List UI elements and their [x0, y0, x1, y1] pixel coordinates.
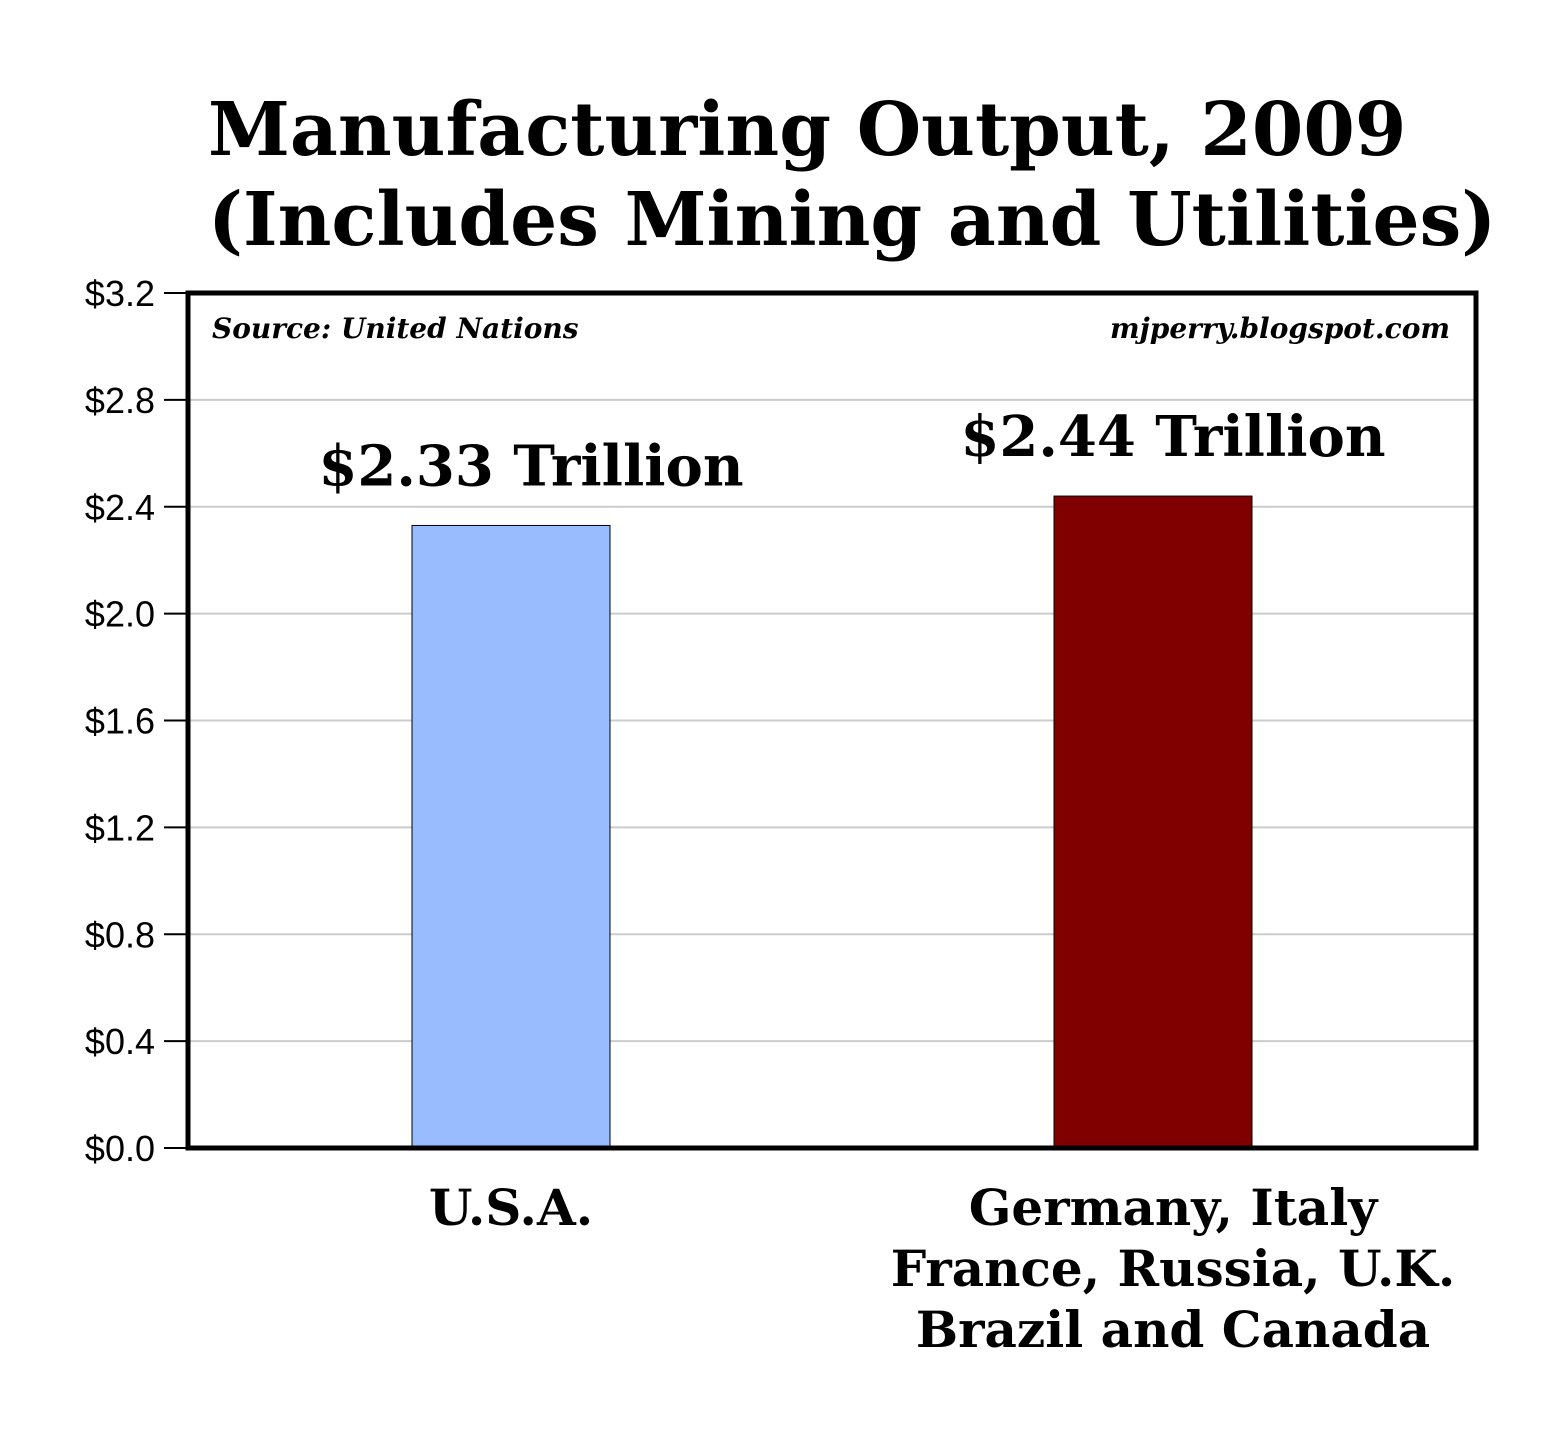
- bar: [411, 524, 611, 1149]
- y-tick-label: $1.6: [85, 701, 155, 742]
- chart-title-line: Manufacturing Output, 2009: [208, 87, 1406, 173]
- watermark: mjperry.blogspot.com: [1110, 312, 1450, 345]
- y-tick-label: $3.2: [85, 273, 155, 314]
- plot-frame: [185, 290, 1479, 1151]
- y-tick-label: $2.0: [85, 594, 155, 635]
- data-label: $2.33 Trillion: [318, 433, 743, 499]
- y-tick-label: $0.4: [85, 1021, 155, 1062]
- x-tick-label: Germany, Italy: [969, 1178, 1379, 1237]
- y-tick-label: $2.8: [85, 380, 155, 421]
- data-label: $2.44 Trillion: [960, 404, 1385, 470]
- x-tick-label: France, Russia, U.K.: [891, 1239, 1455, 1298]
- chart-title-line: (Includes Mining and Utilities): [208, 177, 1496, 263]
- y-tick-label: $1.2: [85, 807, 155, 848]
- x-tick-label: Brazil and Canada: [916, 1300, 1430, 1359]
- y-tick-label: $0.0: [85, 1128, 155, 1169]
- source-note: Source: United Nations: [212, 312, 579, 345]
- x-tick-label: U.S.A.: [429, 1178, 593, 1237]
- y-tick-label: $0.8: [85, 914, 155, 955]
- bar: [1053, 495, 1253, 1149]
- y-tick-label: $2.4: [85, 487, 155, 528]
